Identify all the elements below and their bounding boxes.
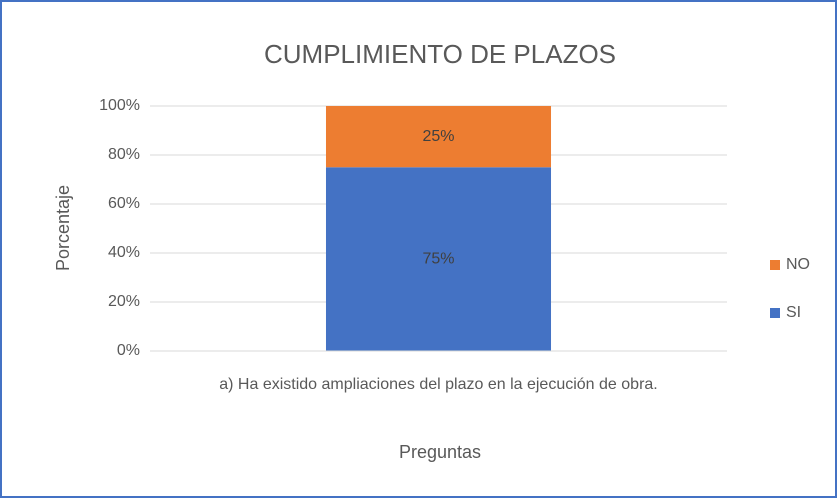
x-axis-label: Preguntas bbox=[399, 442, 481, 462]
data-label: 25% bbox=[422, 128, 454, 145]
bar-segment bbox=[325, 106, 552, 168]
y-axis-label: Porcentaje bbox=[53, 185, 73, 271]
y-tick-label: 60% bbox=[108, 195, 140, 212]
bar-segment bbox=[325, 167, 552, 351]
legend-swatch bbox=[770, 260, 780, 270]
y-tick-label: 100% bbox=[99, 97, 140, 114]
x-tick-label: a) Ha existido ampliaciones del plazo en… bbox=[219, 376, 658, 393]
legend-label: SI bbox=[786, 304, 801, 321]
y-tick-label: 20% bbox=[108, 293, 140, 310]
data-label: 75% bbox=[422, 250, 454, 267]
y-tick-label: 80% bbox=[108, 146, 140, 163]
chart-title: CUMPLIMIENTO DE PLAZOS bbox=[264, 39, 616, 69]
y-tick-label: 40% bbox=[108, 244, 140, 261]
legend-label: NO bbox=[786, 256, 810, 273]
y-tick-label: 0% bbox=[117, 342, 140, 359]
legend-swatch bbox=[770, 308, 780, 318]
